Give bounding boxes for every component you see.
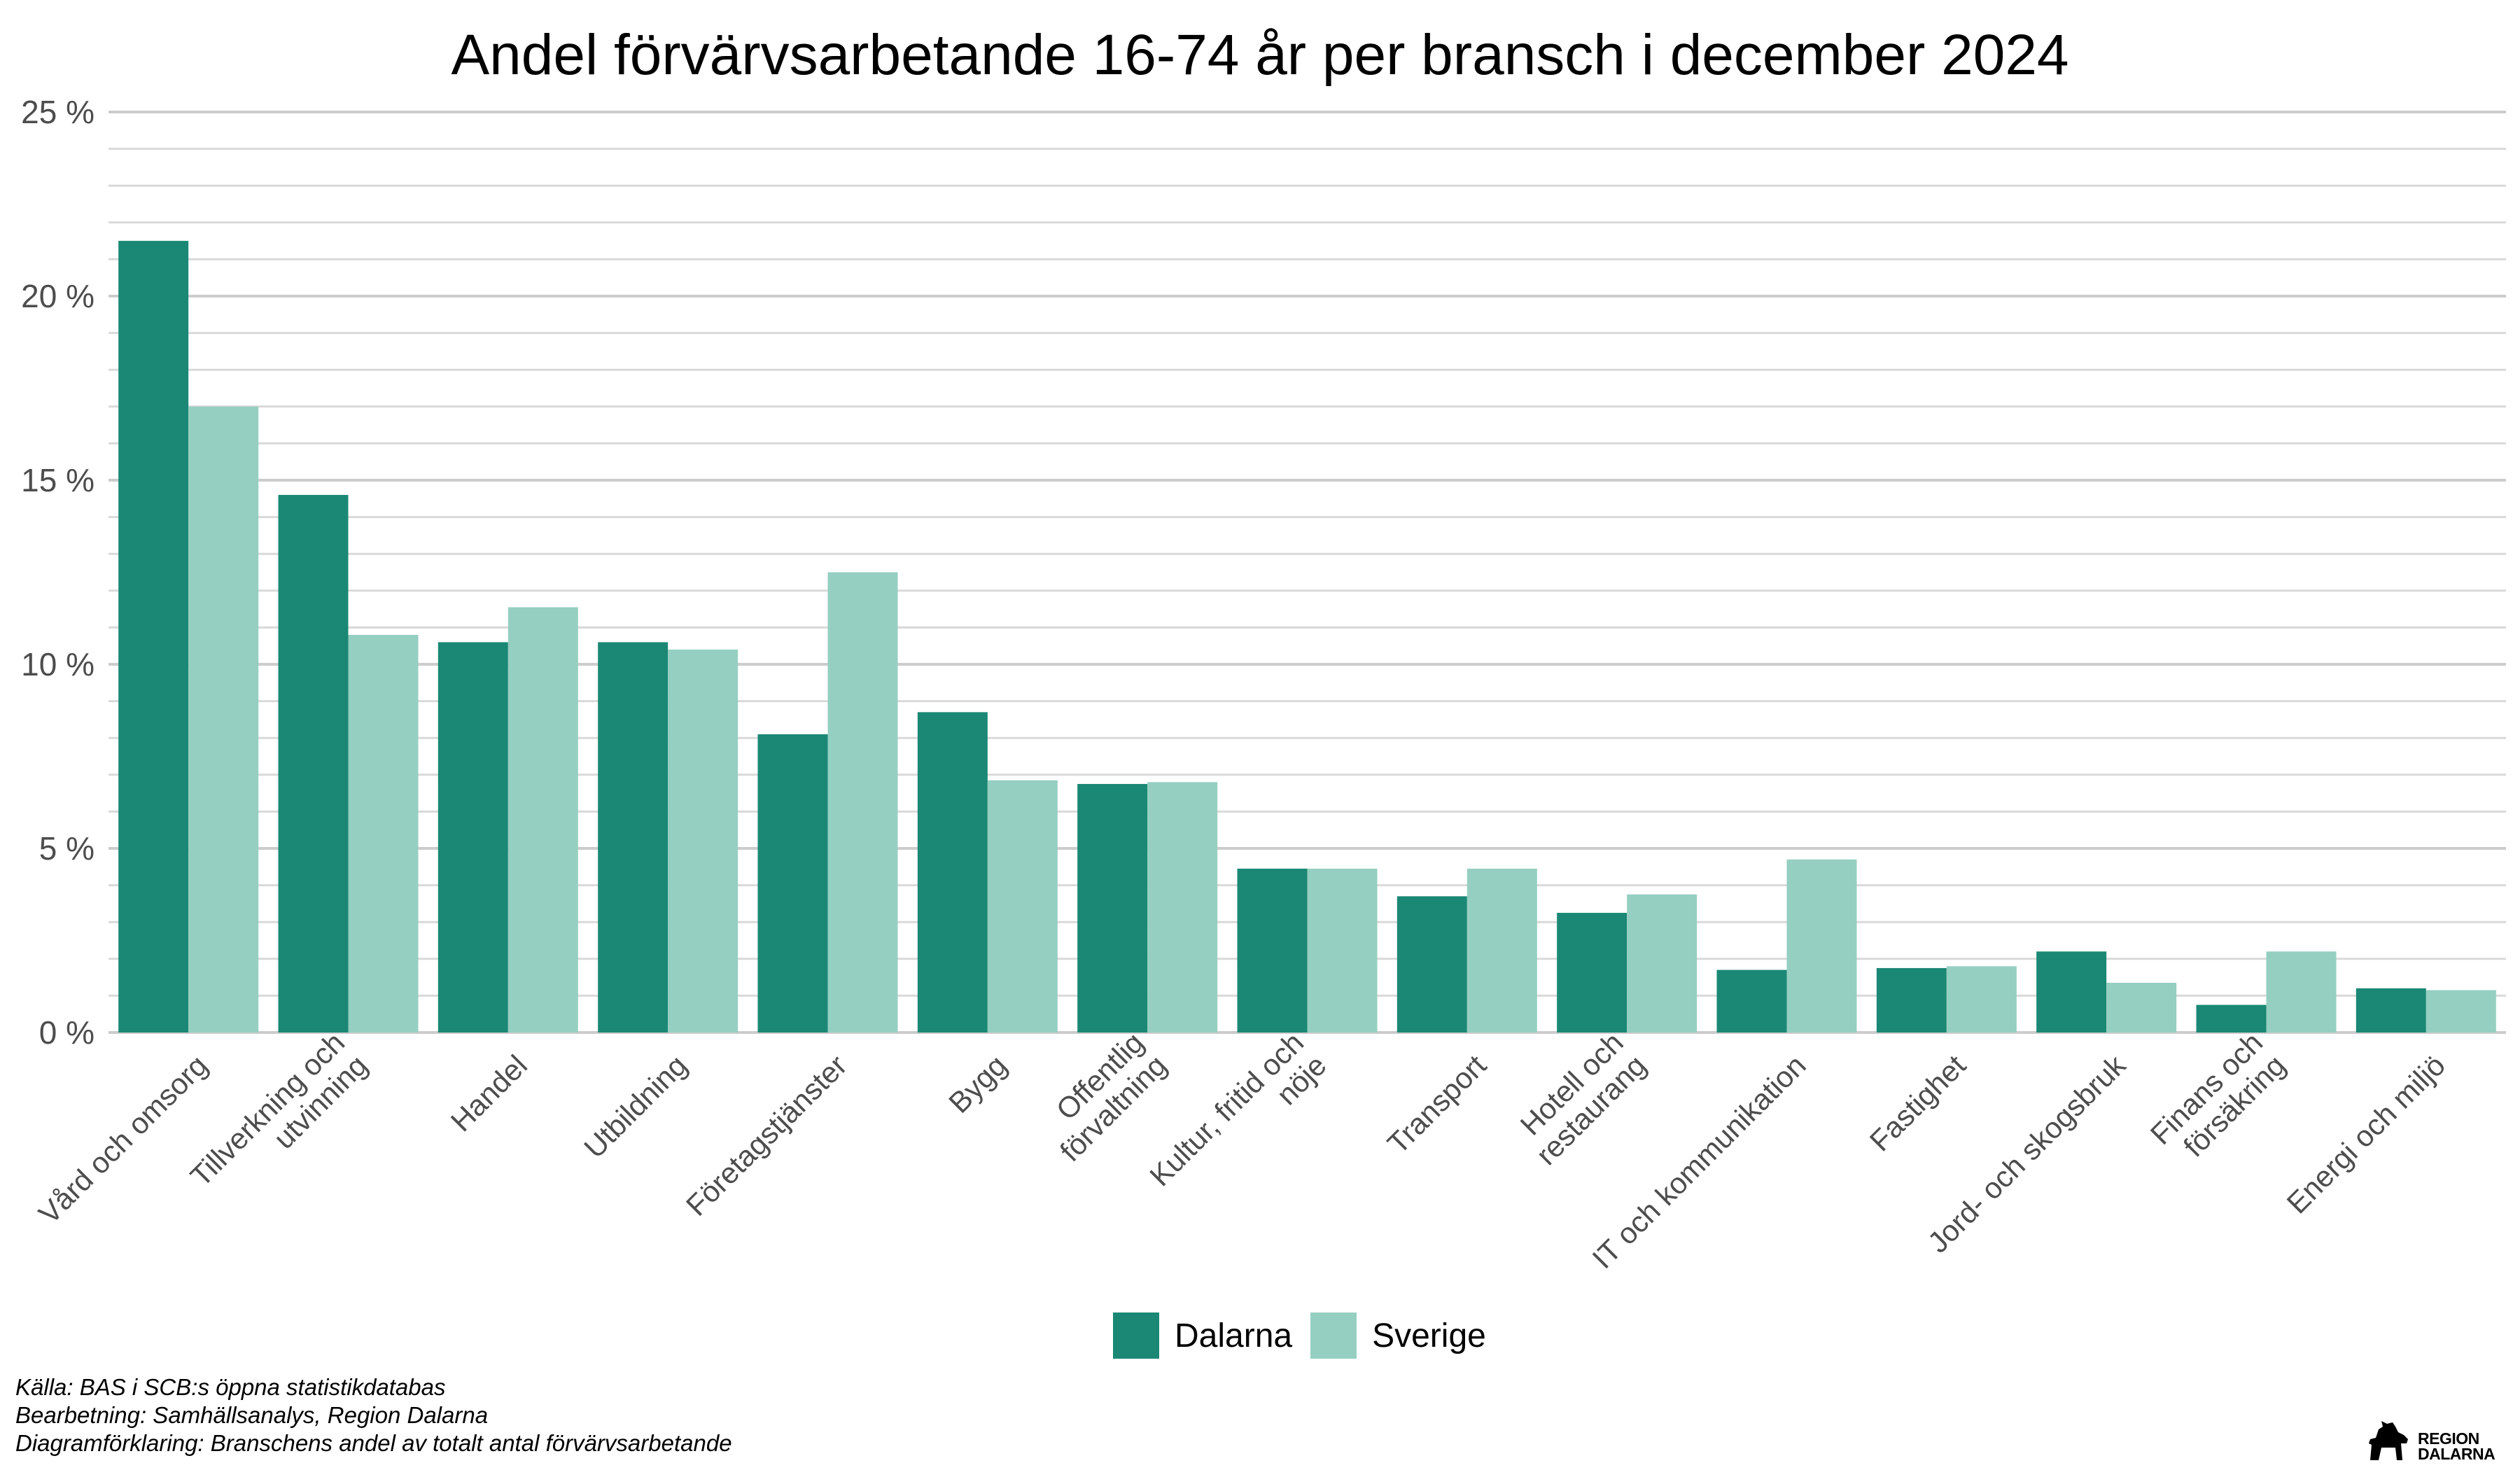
x-tick-label-line: Handel [444, 1049, 533, 1138]
y-tick-label: 20 % [21, 278, 94, 314]
footer-processing: Bearbetning: Samhällsanalys, Region Dala… [15, 1402, 489, 1428]
bar-sverige [2266, 951, 2337, 1032]
x-tick-label-line: Kultur, fritid och [1143, 1026, 1310, 1193]
region-dalarna-logo: REGION DALARNA [2365, 1420, 2496, 1463]
x-tick-label-line: Fastighet [1863, 1049, 1973, 1158]
x-tick-label: Hotell ochrestaurang [1507, 1026, 1653, 1172]
logo-line2: DALARNA [2418, 1445, 2496, 1463]
x-tick-label: Utbildning [578, 1049, 693, 1164]
bar-dalarna [1716, 969, 1787, 1032]
legend-swatch [1113, 1312, 1159, 1359]
x-tick-label: Energi och miljö [2281, 1049, 2452, 1220]
bar-dalarna [1876, 967, 1947, 1032]
bar-dalarna [438, 642, 508, 1032]
logo-line1: REGION [2418, 1429, 2479, 1448]
bar-dalarna [278, 495, 349, 1032]
bar-sverige [1627, 894, 1698, 1032]
legend-swatch [1310, 1312, 1357, 1359]
x-tick-label-line: Vård och omsorg [32, 1049, 214, 1230]
bar-sverige [1307, 868, 1378, 1032]
y-tick-label: 15 % [21, 462, 94, 498]
bar-dalarna [757, 734, 828, 1032]
bar-sverige [1147, 782, 1218, 1032]
bar-sverige [827, 572, 898, 1032]
x-tick-label: Fastighet [1863, 1049, 1973, 1158]
x-tick-label: Vård och omsorg [32, 1049, 214, 1230]
bar-sverige [1466, 868, 1537, 1032]
legend: Dalarna Sverige [1113, 1312, 1504, 1359]
bar-dalarna [2356, 988, 2426, 1032]
x-tick-label: Företagstjänster [680, 1049, 853, 1222]
bar-sverige [1786, 859, 1857, 1032]
x-tick-label: Handel [444, 1049, 533, 1138]
bar-dalarna [2196, 1004, 2267, 1032]
x-tick-label-line: Bygg [942, 1049, 1013, 1119]
y-tick-label: 0 % [39, 1014, 94, 1051]
bar-sverige [188, 406, 259, 1032]
legend-label: Dalarna [1175, 1317, 1293, 1354]
footer-explanation: Diagramförklaring: Branschens andel av t… [15, 1430, 732, 1456]
bar-sverige [2426, 990, 2496, 1032]
x-tick-label-line: Utbildning [578, 1049, 693, 1164]
bar-dalarna [1077, 783, 1148, 1032]
bar-dalarna [2036, 951, 2107, 1032]
bar-sverige [668, 649, 738, 1032]
footer-source: Källa: BAS i SCB:s öppna statistikdataba… [15, 1374, 446, 1400]
x-tick-label: Tillverkning ochutvinning [184, 1026, 374, 1216]
legend-item-dalarna: Dalarna [1113, 1312, 1292, 1359]
legend-label: Sverige [1372, 1317, 1486, 1354]
x-tick-label: Transport [1381, 1049, 1492, 1160]
bar-sverige [348, 634, 419, 1032]
bar-dalarna [118, 241, 189, 1033]
x-tick-label-line: Energi och miljö [2281, 1049, 2452, 1220]
chart-title: Andel förvärvsarbetande 16-74 år per bra… [451, 23, 2069, 87]
dala-horse-icon [2369, 1421, 2408, 1460]
bar-sverige [1946, 966, 2017, 1032]
x-tick-label-line: Företagstjänster [680, 1049, 853, 1222]
bar-dalarna [917, 712, 988, 1032]
bar-sverige [987, 780, 1058, 1032]
bar-dalarna [1557, 913, 1628, 1032]
footer-notes: Källa: BAS i SCB:s öppna statistikdataba… [15, 1373, 732, 1457]
bar-sverige [2106, 982, 2177, 1032]
bar-sverige [507, 607, 578, 1032]
x-tick-label-line: Transport [1381, 1049, 1492, 1160]
x-tick-label: Offentligförvaltning [1031, 1026, 1173, 1168]
bar-chart: 0 % 5 % 10 % 15 % 20 % 25 % Vård och omsorgTil… [21, 94, 2506, 1275]
x-tick-label: Finans ochförsäkring [2144, 1026, 2292, 1174]
y-tick-label: 5 % [39, 830, 94, 867]
bar-dalarna [1396, 896, 1467, 1032]
bar-dalarna [598, 642, 668, 1032]
x-tick-label: Kultur, fritid ochnöje [1143, 1026, 1332, 1215]
bar-dalarna [1237, 868, 1308, 1032]
y-tick-label: 25 % [21, 94, 94, 130]
x-tick-label: Bygg [942, 1049, 1013, 1119]
y-tick-label: 10 % [21, 646, 94, 682]
legend-item-sverige: Sverige [1310, 1312, 1486, 1359]
